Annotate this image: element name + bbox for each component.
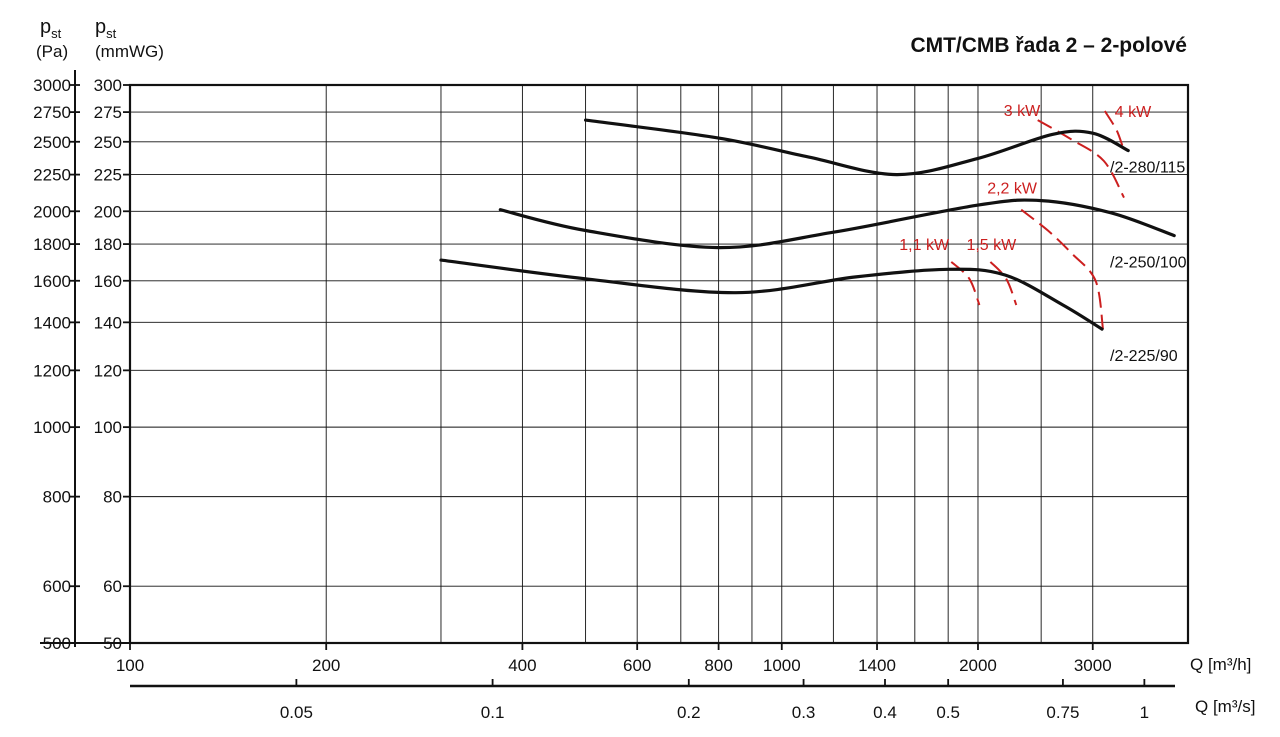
y-tick-label-mmwg: 200 xyxy=(94,202,122,221)
x-tick-label-m3s: 0.5 xyxy=(936,703,960,722)
y-tick-label-mmwg: 275 xyxy=(94,103,122,122)
x-tick-label-m3s: 0.4 xyxy=(873,703,897,722)
y-tick-label-pa: 1400 xyxy=(33,313,71,332)
y-tick-label-pa: 1200 xyxy=(33,361,71,380)
power-lines xyxy=(950,110,1125,330)
x-tick-label-m3h: 1400 xyxy=(858,656,896,675)
x-tick-label-m3s: 0.05 xyxy=(280,703,313,722)
y-tick-label-mmwg: 140 xyxy=(94,313,122,332)
x-tick-label-m3s: 0.75 xyxy=(1046,703,1079,722)
x-axis-m3h-label: Q [m³/h] xyxy=(1190,655,1251,674)
x-tick-label-m3h: 800 xyxy=(704,656,732,675)
y-tick-label-pa: 3000 xyxy=(33,76,71,95)
y-tick-label-mmwg: 80 xyxy=(103,488,122,507)
x-tick-label-m3s: 1 xyxy=(1140,703,1149,722)
power-label: 4 kW xyxy=(1115,104,1152,121)
y-tick-label-mmwg: 300 xyxy=(94,76,122,95)
power-label: 2,2 kW xyxy=(987,181,1038,198)
y-tick-label-pa: 2500 xyxy=(33,133,71,152)
power-label: 3 kW xyxy=(1004,103,1041,120)
y-tick-label-mmwg: 100 xyxy=(94,418,122,437)
y-tick-label-pa: 500 xyxy=(43,634,71,653)
y-tick-label-mmwg: 250 xyxy=(94,133,122,152)
power-line-4 xyxy=(1103,110,1124,146)
x-tick-label-m3s: 0.1 xyxy=(481,703,505,722)
x-tick-label-m3h: 1000 xyxy=(763,656,801,675)
power-label: 1,1 kW xyxy=(899,237,950,254)
power-line-3 xyxy=(1037,119,1125,199)
y-tick-label-mmwg: 50 xyxy=(103,634,122,653)
x-tick-label-m3h: 600 xyxy=(623,656,651,675)
x-axis-m3s-label: Q [m³/s] xyxy=(1195,697,1255,716)
x-tick-label-m3h: 2000 xyxy=(959,656,997,675)
axes xyxy=(40,70,1190,688)
y-tick-label-pa: 1000 xyxy=(33,418,71,437)
y-tick-label-pa: 1600 xyxy=(33,272,71,291)
y-tick-label-pa: 600 xyxy=(43,577,71,596)
curve-label: /2-225/90 xyxy=(1110,348,1178,365)
y-tick-label-mmwg: 160 xyxy=(94,272,122,291)
y-tick-label-pa: 2250 xyxy=(33,166,71,185)
x-tick-label-m3h: 200 xyxy=(312,656,340,675)
x-tick-label-m3h: 3000 xyxy=(1074,656,1112,675)
x-tick-label-m3h: 400 xyxy=(508,656,536,675)
tick-labels: 5006008001000120014001600180020002250250… xyxy=(33,76,1149,722)
y-tick-label-mmwg: 225 xyxy=(94,166,122,185)
y-tick-label-pa: 800 xyxy=(43,488,71,507)
plot-frame xyxy=(128,83,1190,645)
y-tick-label-pa: 1800 xyxy=(33,235,71,254)
x-tick-label-m3h: 100 xyxy=(116,656,144,675)
fan-curves xyxy=(439,118,1176,331)
y-tick-label-pa: 2750 xyxy=(33,103,71,122)
power-line-1 xyxy=(989,261,1018,306)
y-tick-label-mmwg: 60 xyxy=(103,577,122,596)
fan-curve-1 xyxy=(498,198,1176,250)
curve-label: /2-250/100 xyxy=(1110,255,1187,272)
x-tick-label-m3s: 0.3 xyxy=(792,703,816,722)
x-tick-label-m3s: 0.2 xyxy=(677,703,701,722)
y-tick-label-mmwg: 120 xyxy=(94,361,122,380)
power-line-0 xyxy=(950,261,981,306)
power-label: 1,5 kW xyxy=(966,237,1017,254)
y-tick-label-mmwg: 180 xyxy=(94,235,122,254)
curve-label: /2-280/115 xyxy=(1110,160,1185,177)
fan-curve-2 xyxy=(439,258,1104,331)
grid xyxy=(130,85,1188,643)
y-tick-label-pa: 2000 xyxy=(33,202,71,221)
curve-labels: 1,1 kW 1,5 kW 2,2 kW 3 kW 4 kW/2-280/115/2-2… xyxy=(899,103,1186,365)
power-line-2 xyxy=(1020,208,1104,330)
y-axis-mmwg-unit: (mmWG) xyxy=(95,42,164,61)
chart-title: CMT/CMB řada 2 – 2-polové xyxy=(910,34,1187,57)
fan-curve-0 xyxy=(584,118,1130,177)
y-axis-pa-unit: (Pa) xyxy=(36,42,68,61)
y-axis-mmwg-label: pst xyxy=(95,16,117,41)
y-axis-pa-label: pst xyxy=(40,16,62,41)
